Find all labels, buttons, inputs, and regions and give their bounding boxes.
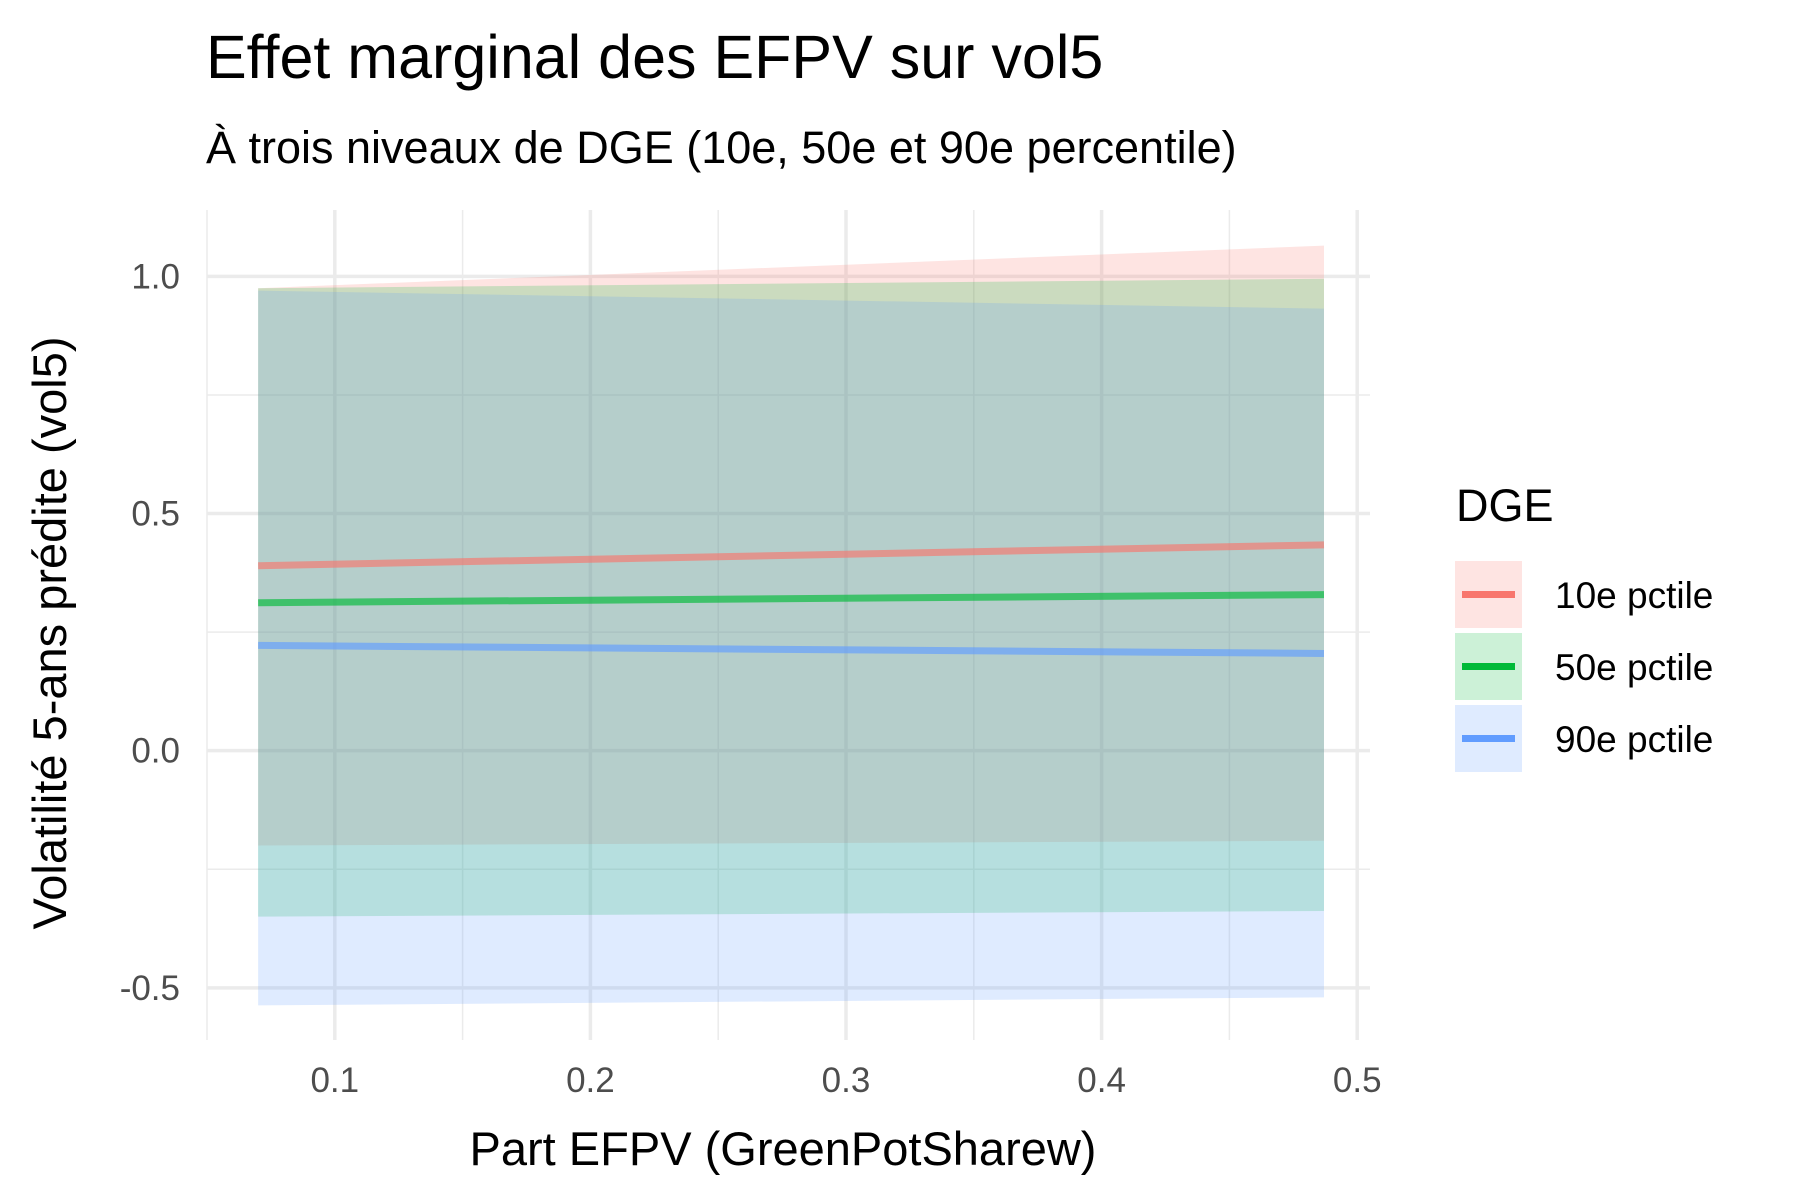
x-axis-title: Part EFPV (GreenPotSharew): [470, 1122, 1097, 1175]
legend-title: DGE: [1456, 480, 1554, 531]
x-tick-label: 0.5: [1333, 1061, 1382, 1100]
legend-label-series-1: 10e pctile: [1555, 575, 1713, 616]
legend-label-series-2: 50e pctile: [1555, 647, 1713, 688]
chart-subtitle: À trois niveaux de DGE (10e, 50e et 90e …: [206, 122, 1237, 173]
line-series-2: [258, 591, 1325, 607]
grid-layer: [206, 210, 1370, 1040]
y-tick-label: 1.0: [131, 257, 180, 296]
y-tick-label: -0.5: [120, 969, 180, 1008]
legend: DGE 10e pctile 50e pctile 90e pctile: [1455, 480, 1713, 772]
line-series-3: [258, 641, 1325, 657]
x-tick-label: 0.3: [822, 1061, 871, 1100]
series-lines: [258, 541, 1325, 657]
chart-title: Effet marginal des EFPV sur vol5: [206, 23, 1104, 91]
x-tick-label: 0.4: [1077, 1061, 1126, 1100]
y-axis-title: Volatilité 5-ans prédite (vol5): [23, 336, 76, 929]
ribbon-series-1: [258, 245, 1324, 846]
axis-ticks: 0.1 0.2 0.3 0.4 0.5 -0.5 0.0 0.5 1.0: [120, 257, 1382, 1100]
legend-label-series-3: 90e pctile: [1555, 719, 1713, 760]
y-tick-label: 0.0: [131, 732, 180, 771]
line-series-1: [258, 541, 1325, 570]
x-tick-label: 0.2: [566, 1061, 615, 1100]
y-tick-label: 0.5: [131, 495, 180, 534]
confidence-ribbons: [258, 245, 1324, 1006]
x-tick-label: 0.1: [310, 1061, 359, 1100]
